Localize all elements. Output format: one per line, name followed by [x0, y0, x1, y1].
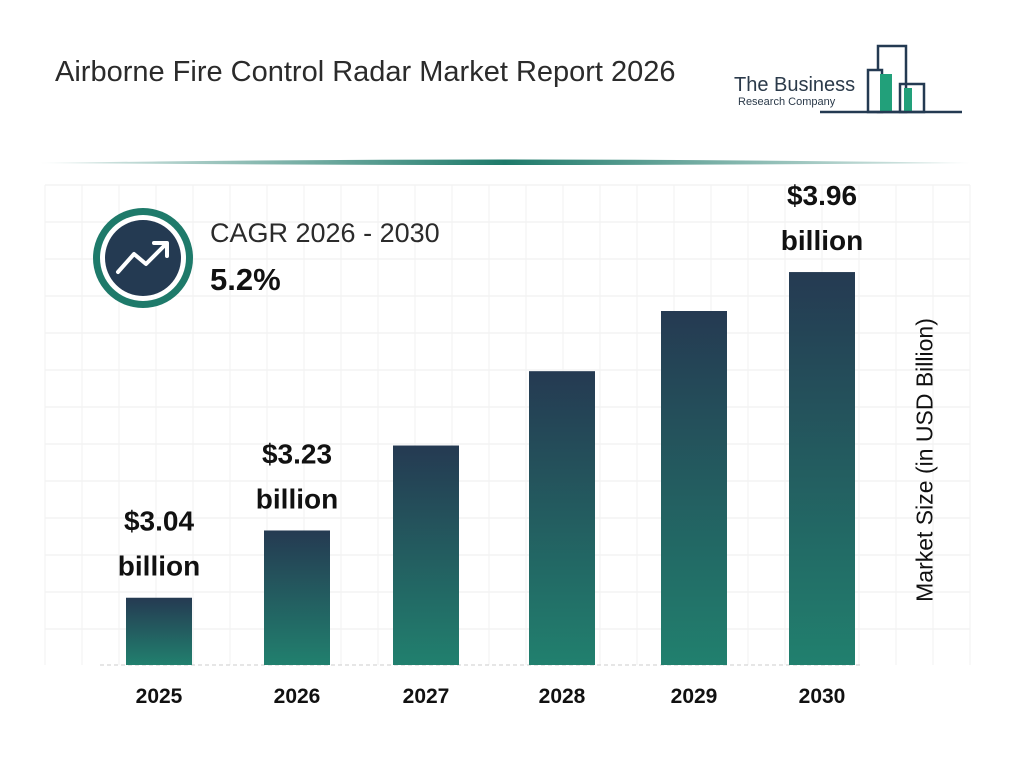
cagr-label: CAGR 2026 - 2030 — [210, 218, 440, 248]
y-axis-label: Market Size (in USD Billion) — [911, 318, 938, 602]
x-tick-label: 2025 — [136, 685, 183, 708]
x-tick-label: 2029 — [671, 685, 718, 708]
x-tick-label: 2027 — [403, 685, 450, 708]
bar-2028 — [529, 371, 595, 665]
data-label: $3.23 — [262, 438, 332, 469]
x-tick-label: 2030 — [799, 685, 846, 708]
logo-bars-icon — [820, 44, 962, 114]
bar-2029 — [661, 311, 727, 665]
bar-2030 — [789, 272, 855, 665]
x-tick-label: 2028 — [539, 685, 586, 708]
logo-subtext: Research Company — [738, 96, 836, 108]
logo-text: The Business — [734, 74, 856, 96]
data-label-unit: billion — [256, 483, 338, 514]
trending-up-icon — [116, 242, 168, 274]
cagr-value: 5.2% — [210, 262, 281, 297]
company-logo: The Business Research Company — [730, 40, 970, 120]
bar-2027 — [393, 445, 459, 665]
bar-2025 — [126, 597, 192, 665]
x-tick-label: 2026 — [274, 685, 321, 708]
bar-2026 — [264, 530, 330, 665]
data-label-unit: billion — [118, 551, 200, 582]
data-label-unit: billion — [781, 225, 863, 256]
data-label: $3.04 — [124, 506, 194, 537]
data-label: $3.96 — [787, 180, 857, 211]
cagr-icon — [93, 208, 193, 308]
header-divider — [40, 159, 970, 165]
page-title: Airborne Fire Control Radar Market Repor… — [55, 56, 676, 88]
